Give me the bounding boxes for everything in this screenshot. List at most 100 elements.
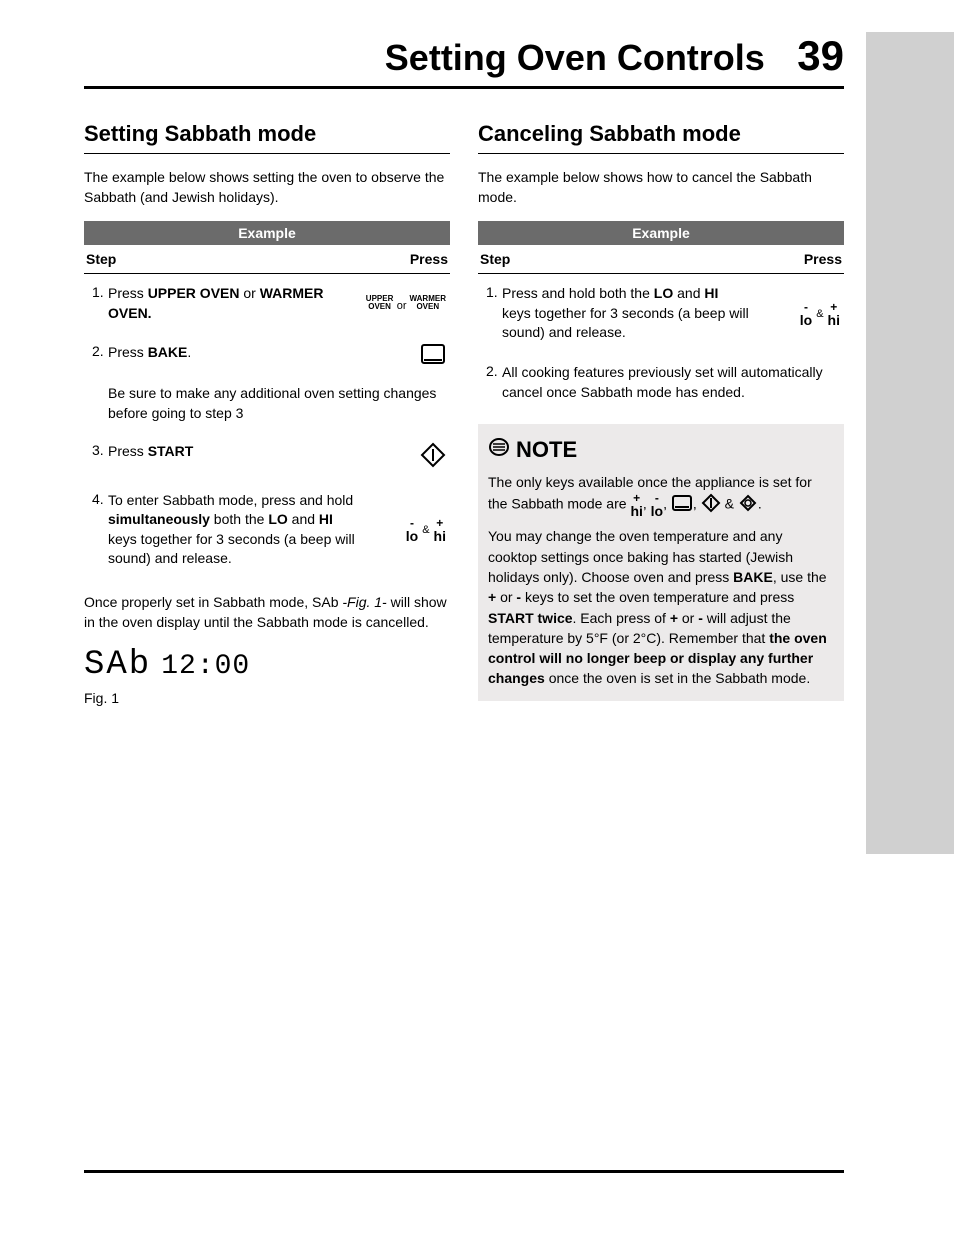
t: Press: [108, 344, 148, 360]
step-number: 3.: [84, 432, 108, 481]
off-icon: [738, 493, 758, 518]
note-icon: [488, 434, 510, 466]
left-step-2-note: Be sure to make any additional oven sett…: [84, 380, 450, 431]
header-title: Setting Oven Controls: [385, 37, 765, 78]
t: Press and hold both the: [502, 285, 654, 301]
left-example-table: Example Step Press 1. Press UPPER OVEN o…: [84, 221, 450, 579]
left-example-label: Example: [84, 221, 450, 245]
lo-hi-icon: -lo & +hi: [406, 517, 446, 543]
left-step-2: 2. Press BAKE.: [84, 333, 450, 380]
bake-icon: [420, 343, 446, 367]
t: .: [758, 496, 762, 512]
right-example-label: Example: [478, 221, 844, 245]
step-text: To enter Sabbath mode, press and hold si…: [108, 481, 360, 579]
subnote: Be sure to make any additional oven sett…: [108, 380, 450, 431]
content-columns: Setting Sabbath mode The example below s…: [84, 121, 844, 706]
left-heading: Setting Sabbath mode: [84, 121, 450, 154]
b: BAKE: [148, 344, 188, 360]
right-col-step: Step: [478, 245, 754, 274]
note-title: NOTE: [488, 434, 834, 466]
t: ,: [693, 496, 701, 512]
b: START twice: [488, 610, 573, 626]
step-icon: -lo & +hi: [754, 274, 844, 353]
b: +: [488, 589, 496, 605]
t: keys to set the oven temperature and pre…: [521, 589, 794, 605]
page: Setting Oven Controls 39 Setting Sabbath…: [0, 0, 954, 1235]
left-step-3: 3. Press START: [84, 432, 450, 481]
step-text: Press START: [108, 432, 360, 481]
s: lo: [651, 503, 663, 519]
s: hi: [434, 528, 446, 544]
footer-rule: [84, 1170, 844, 1173]
right-heading: Canceling Sabbath mode: [478, 121, 844, 154]
step-number: 1.: [478, 274, 502, 353]
figure-label: Fig. 1: [84, 690, 450, 706]
left-after-text: Once properly set in Sabbath mode, SAb -…: [84, 593, 450, 632]
step-number: 2.: [478, 353, 502, 412]
b: +: [670, 610, 678, 626]
t: To enter Sabbath mode, press and hold: [108, 492, 353, 508]
b: simultaneously: [108, 511, 210, 527]
t: . Each press of: [573, 610, 670, 626]
note-p1: The only keys available once the applian…: [488, 472, 834, 518]
t: or: [496, 589, 516, 605]
side-tab: [866, 32, 954, 854]
upper-oven-icon: UPPEROVEN: [366, 295, 394, 311]
b: UPPER OVEN: [148, 285, 240, 301]
b: HI: [319, 511, 333, 527]
display-sab: SAb: [84, 646, 151, 684]
note-box: NOTE The only keys available once the ap…: [478, 424, 844, 701]
amp: &: [422, 524, 429, 536]
display-time: 12:00: [161, 651, 250, 682]
page-header: Setting Oven Controls 39: [84, 32, 844, 89]
right-example-table: Example Step Press 1. Press and hold bot…: [478, 221, 844, 412]
t: both the: [210, 511, 268, 527]
left-intro: The example below shows setting the oven…: [84, 168, 450, 207]
t: , use the: [773, 569, 827, 585]
right-step-1: 1. Press and hold both the LO and HI key…: [478, 274, 844, 353]
t: and: [673, 285, 704, 301]
b: LO: [654, 285, 673, 301]
step-icon: [360, 432, 450, 481]
step-text: Press and hold both the LO and HI keys t…: [502, 274, 754, 353]
t: or: [240, 285, 260, 301]
i: -Fig. 1-: [342, 594, 386, 610]
t: once the oven is set in the Sabbath mode…: [545, 670, 810, 686]
start-icon: [701, 493, 721, 518]
step-number: 2.: [84, 333, 108, 380]
step-icon: UPPEROVEN or WARMEROVEN: [360, 274, 450, 334]
t: Press: [108, 285, 148, 301]
b: BAKE: [733, 569, 773, 585]
t: ,: [663, 496, 671, 512]
b: START: [148, 443, 194, 459]
s: lo: [406, 528, 418, 544]
step-number: 4.: [84, 481, 108, 579]
step-icon: -lo & +hi: [360, 481, 450, 579]
s: hi: [630, 503, 642, 519]
step-text: All cooking features previously set will…: [502, 353, 844, 412]
s: lo: [800, 312, 812, 328]
t: .: [187, 344, 191, 360]
t: ,: [643, 496, 651, 512]
l: OVEN: [416, 302, 439, 311]
step-icon: [360, 333, 450, 380]
start-icon: [420, 442, 446, 471]
b: LO: [268, 511, 287, 527]
left-step-4: 4. To enter Sabbath mode, press and hold…: [84, 481, 450, 579]
lo-hi-icon: -lo & +hi: [800, 301, 840, 327]
right-column: Canceling Sabbath mode The example below…: [478, 121, 844, 706]
bake-icon: [671, 494, 693, 517]
left-col-press: Press: [360, 245, 450, 274]
l: OVEN: [368, 302, 391, 311]
note-p2: You may change the oven temperature and …: [488, 526, 834, 688]
right-intro: The example below shows how to cancel th…: [478, 168, 844, 207]
step-number: 1.: [84, 274, 108, 334]
b: HI: [704, 285, 718, 301]
note-label: NOTE: [516, 434, 577, 466]
or-text: or: [397, 300, 410, 312]
t: keys together for 3 seconds (a beep will…: [108, 531, 355, 567]
step-text: Press BAKE.: [108, 333, 360, 380]
t: &: [725, 496, 738, 512]
left-col-step: Step: [84, 245, 360, 274]
s: hi: [828, 312, 840, 328]
